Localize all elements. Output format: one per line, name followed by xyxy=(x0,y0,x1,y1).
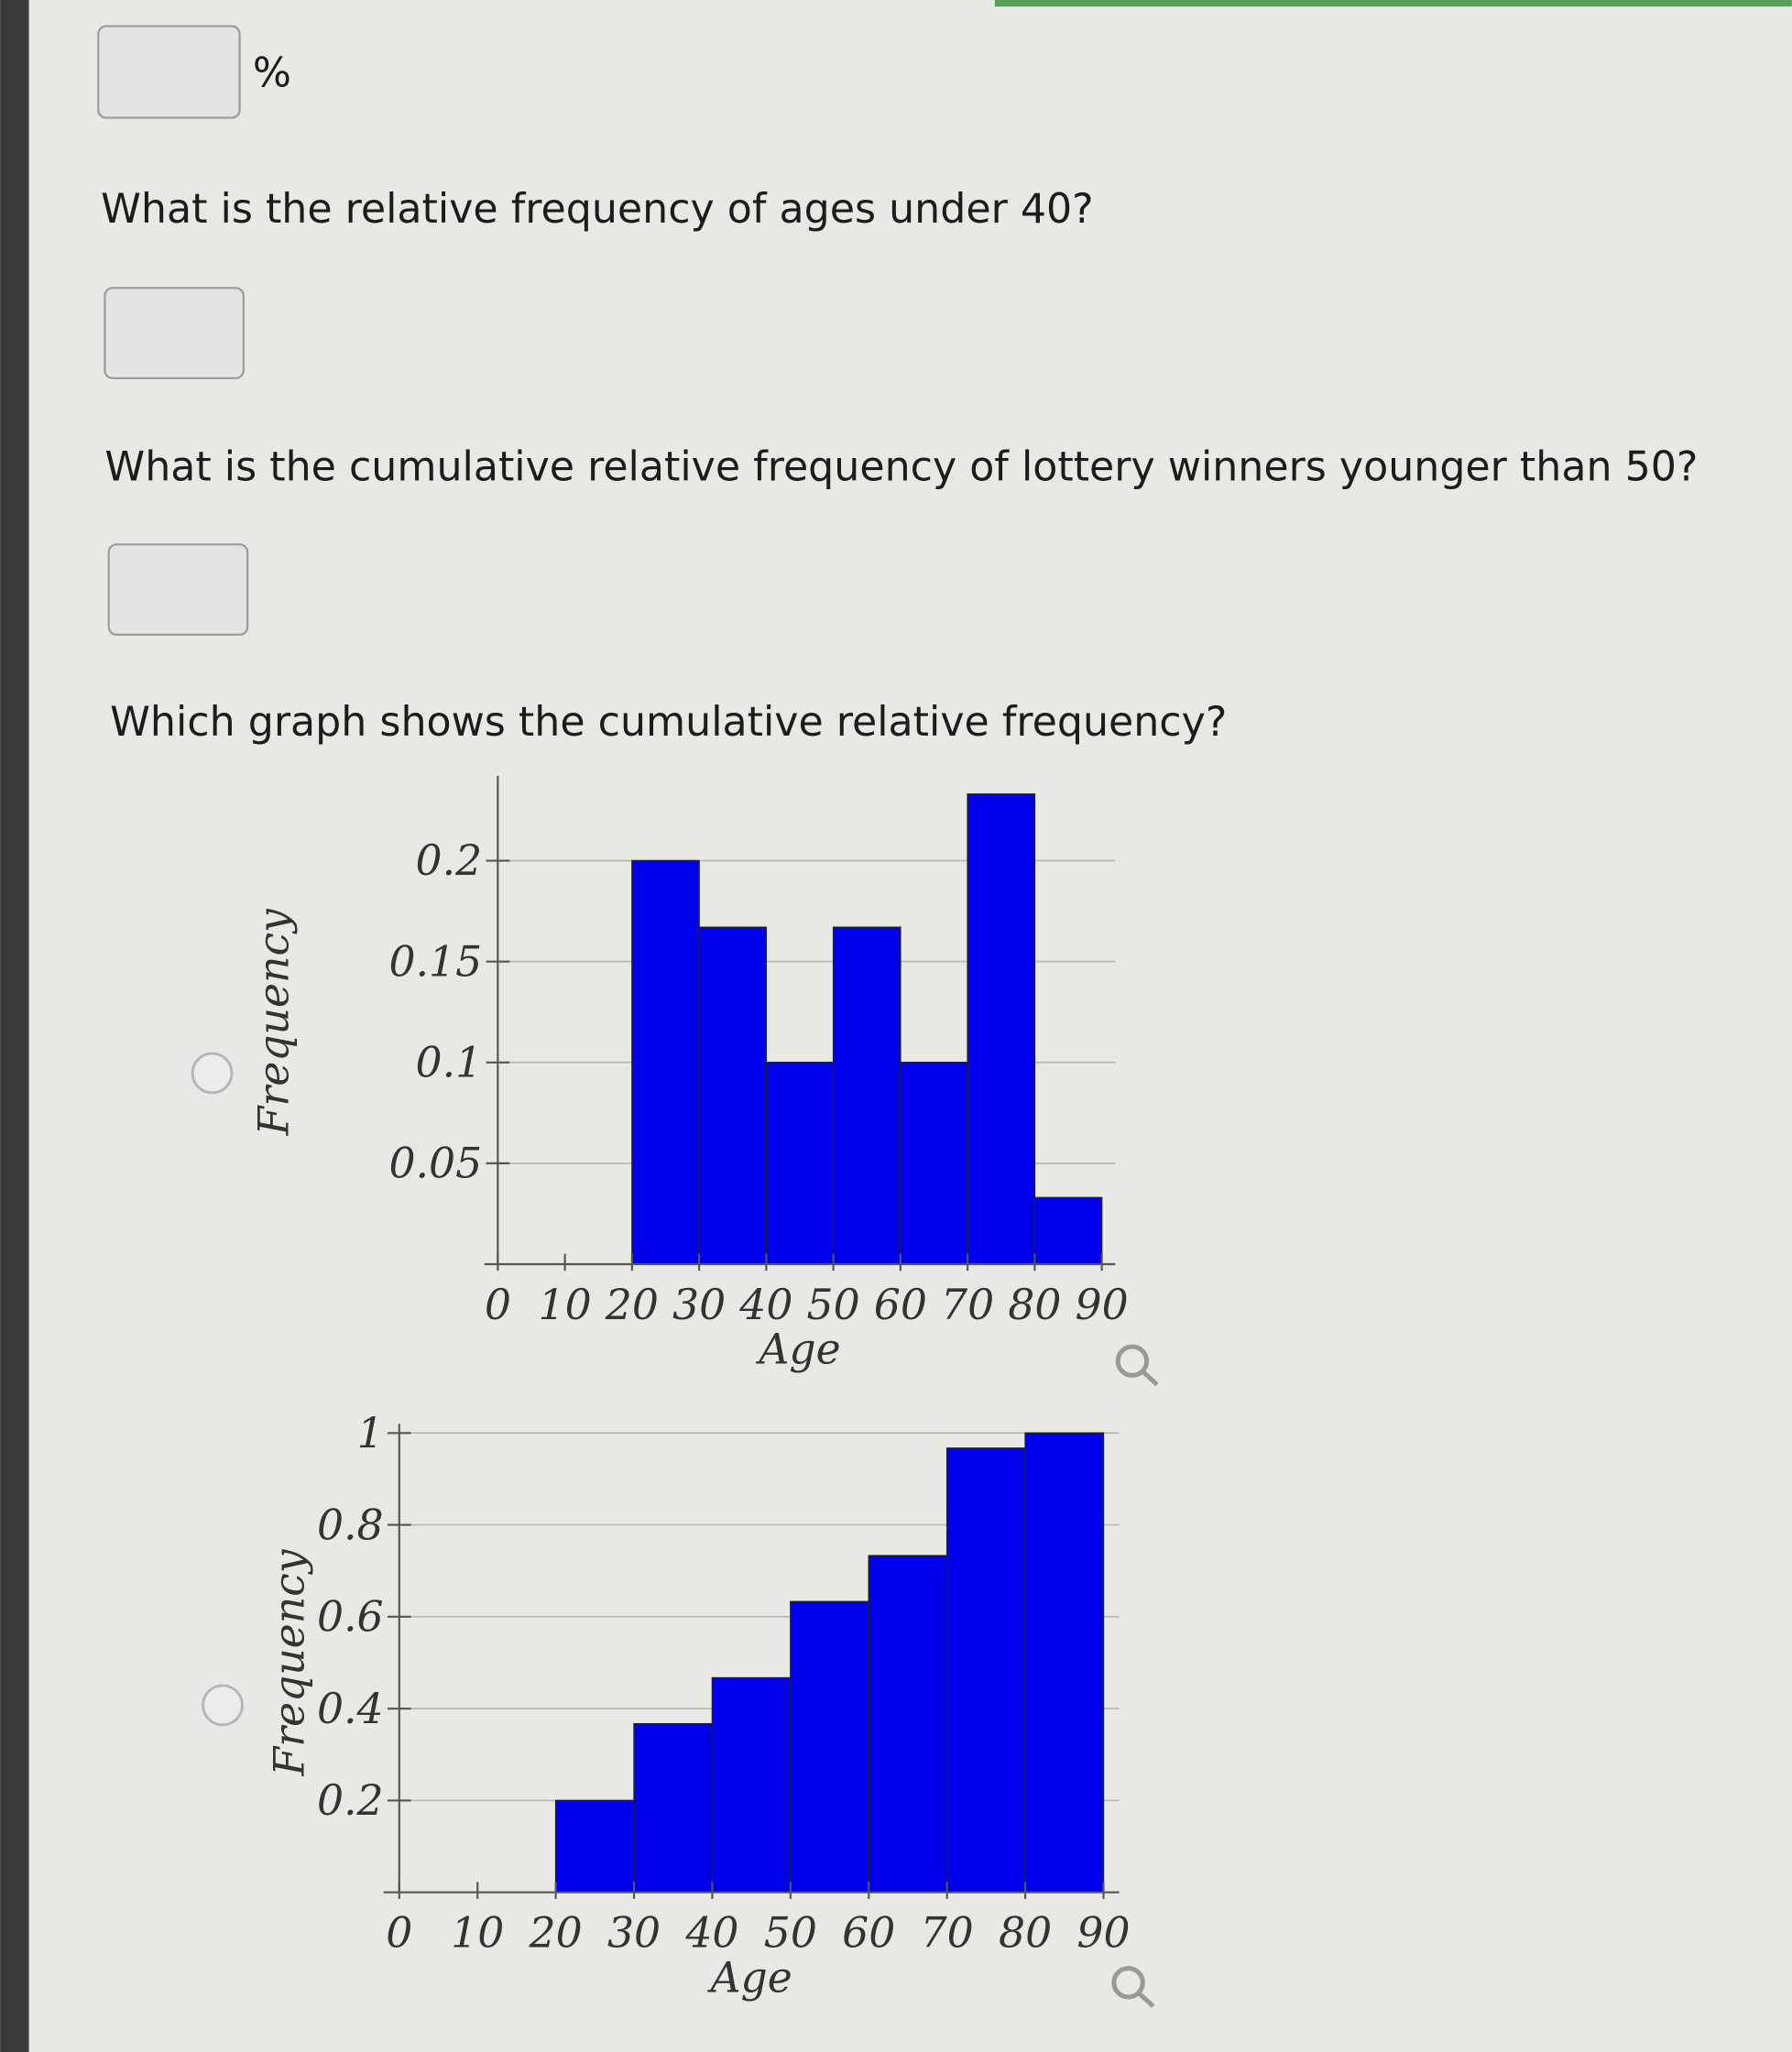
y-axis-label: Frequency xyxy=(266,1548,314,1776)
y-tick-label: 0.2 xyxy=(416,836,483,885)
bar xyxy=(868,1555,948,1894)
x-tick-label: 20 xyxy=(605,1281,659,1329)
x-axis-label: Age xyxy=(706,1953,792,2002)
y-tick-label: 0.8 xyxy=(317,1501,384,1549)
y-tick-label: 0.15 xyxy=(388,937,482,986)
x-tick-label: 30 xyxy=(607,1909,661,1958)
bar xyxy=(900,1062,968,1265)
x-tick-label: 60 xyxy=(874,1281,927,1329)
x-tick-label: 60 xyxy=(842,1909,895,1958)
question: What is the cumulative relative frequenc… xyxy=(104,443,1698,490)
bar xyxy=(554,1799,635,1894)
zoom-icon[interactable] xyxy=(1111,1966,1155,2008)
bar xyxy=(711,1676,792,1894)
answer-input[interactable] xyxy=(97,25,241,119)
y-tick-label: 0.4 xyxy=(317,1685,384,1733)
zoom-icon[interactable] xyxy=(1115,1344,1159,1387)
x-tick-label: 50 xyxy=(807,1281,860,1329)
bar xyxy=(631,859,700,1265)
y-tick-label: 0.2 xyxy=(317,1776,384,1825)
top-bar xyxy=(994,0,1792,7)
x-tick-label: 50 xyxy=(764,1909,817,1958)
bezel xyxy=(0,0,29,2052)
unit-label: % xyxy=(253,49,291,96)
x-tick-label: 20 xyxy=(529,1909,583,1958)
x-tick-label: 70 xyxy=(941,1281,994,1329)
bar xyxy=(765,1062,835,1265)
radio-option[interactable] xyxy=(191,1052,234,1095)
bar xyxy=(967,793,1036,1265)
x-tick-label: 90 xyxy=(1076,1909,1130,1958)
y-tick-label: 1 xyxy=(357,1409,384,1457)
bar xyxy=(790,1600,869,1894)
question: What is the relative frequency of ages u… xyxy=(101,186,1094,233)
bar xyxy=(945,1447,1026,1894)
x-tick-label: 0 xyxy=(386,1909,412,1958)
x-tick-label: 80 xyxy=(999,1909,1052,1958)
bar xyxy=(1024,1432,1105,1894)
x-tick-label: 10 xyxy=(451,1909,504,1958)
chart: 0.05 0.1 0.15 0.2 0 10 20 30 40 50 60 70 80 90 Age Freq… xyxy=(249,776,1129,1374)
y-tick-label: 0.1 xyxy=(416,1038,483,1086)
bar xyxy=(698,926,768,1265)
x-axis-label: Age xyxy=(755,1326,840,1374)
x-tick-label: 40 xyxy=(684,1909,738,1958)
x-tick-label: 90 xyxy=(1076,1281,1129,1329)
question: Which graph shows the cumulative relativ… xyxy=(110,699,1227,746)
y-axis-label: Frequency xyxy=(249,908,298,1136)
y-tick-label: 0.6 xyxy=(317,1593,384,1642)
bar xyxy=(1033,1196,1103,1265)
answer-input[interactable] xyxy=(104,287,245,379)
x-tick-label: 30 xyxy=(672,1281,726,1329)
x-tick-label: 10 xyxy=(539,1281,592,1329)
y-tick-label: 0.05 xyxy=(388,1140,482,1188)
x-tick-label: 40 xyxy=(738,1281,792,1329)
x-tick-label: 0 xyxy=(485,1281,511,1329)
x-tick-label: 80 xyxy=(1008,1281,1061,1329)
x-tick-label: 70 xyxy=(921,1909,974,1958)
answer-input[interactable] xyxy=(107,543,249,636)
radio-option[interactable] xyxy=(202,1684,244,1727)
bar xyxy=(633,1722,714,1894)
bar xyxy=(832,926,901,1265)
chart: 0.20.40.60.810 10 20 30 40 50 60 70 80 90AgeFrequ… xyxy=(266,1409,1131,2002)
